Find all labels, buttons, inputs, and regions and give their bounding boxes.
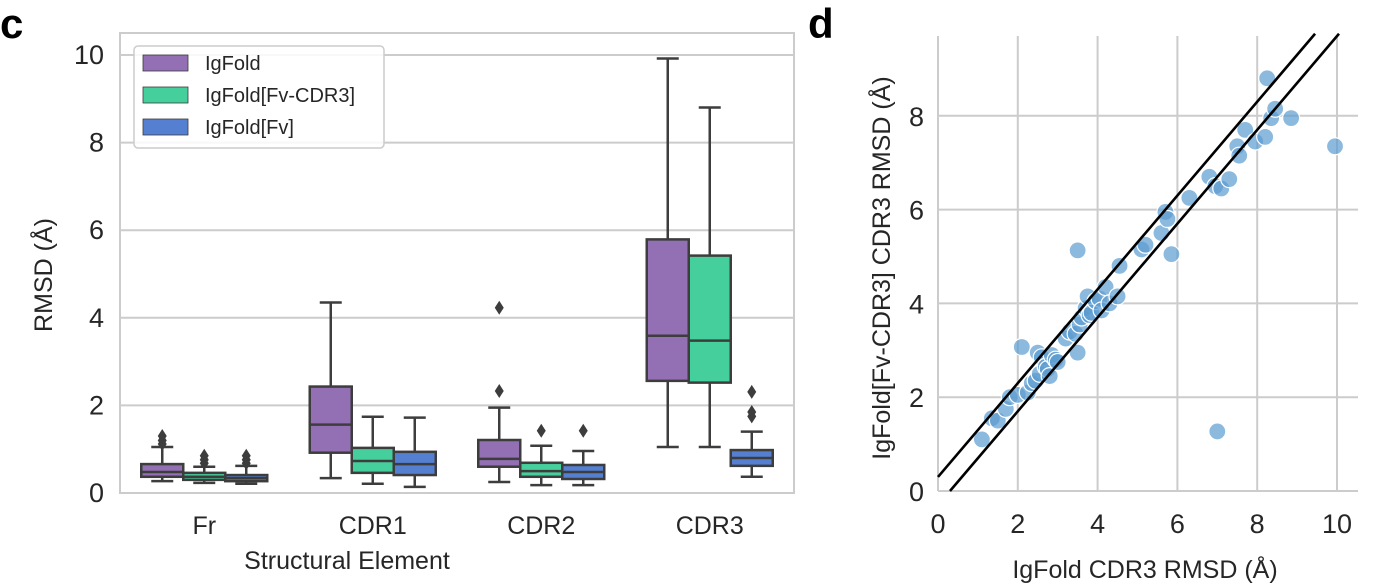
c-x-axis-label: Structural Element xyxy=(244,547,450,575)
outlier-point xyxy=(536,423,546,438)
c-y-tick-label: 6 xyxy=(89,215,104,245)
c-x-tick-label: CDR3 xyxy=(676,512,744,540)
c-y-tick-label: 0 xyxy=(89,478,104,508)
d-gridlines xyxy=(937,36,1358,492)
d-x-tick-label: 8 xyxy=(1250,509,1265,539)
panel-label-c: c xyxy=(0,0,23,47)
d-points xyxy=(972,69,1345,449)
scatter-point xyxy=(1068,241,1087,260)
outlier-point xyxy=(494,300,504,315)
d-y-tick-label: 4 xyxy=(909,289,924,319)
d-y-axis-label: IgFold[Fv-CDR3] CDR3 RMSD (Å) xyxy=(866,76,896,459)
c-y-tick-label: 2 xyxy=(89,390,104,420)
scatter-point xyxy=(1220,170,1239,189)
d-reference-lines xyxy=(937,32,1340,492)
outlier-point xyxy=(241,448,251,463)
legend-label-igfold-fv-cdr3: IgFold[Fv-CDR3] xyxy=(205,85,355,107)
d-y-tick-label: 0 xyxy=(909,477,924,507)
d-y-tick-label: 8 xyxy=(909,102,924,132)
reference-line xyxy=(937,32,1317,478)
d-x-tick-label: 2 xyxy=(1010,509,1025,539)
scatter-point xyxy=(1012,337,1031,357)
c-x-tick-label: CDR2 xyxy=(507,512,575,540)
box-fr-1 xyxy=(182,448,227,485)
box-cdr3-2 xyxy=(729,384,774,479)
panel-label-d: d xyxy=(808,0,834,47)
box-cdr2-2 xyxy=(561,423,606,487)
outlier-point xyxy=(747,404,757,419)
legend-label-igfold: IgFold xyxy=(205,53,261,75)
scatter-point xyxy=(1325,137,1345,156)
c-legend: IgFold IgFold[Fv-CDR3] IgFold[Fv] xyxy=(133,45,385,149)
box-cdr3-0 xyxy=(645,57,690,449)
scatter-point xyxy=(1282,109,1301,128)
legend-swatch-igfold-fv xyxy=(142,118,189,136)
box-iqr xyxy=(687,254,732,384)
box-fr-2 xyxy=(224,448,269,486)
d-x-ticks: 0 2 4 6 8 10 xyxy=(930,509,1352,539)
outlier-point xyxy=(199,448,209,463)
scatter-point xyxy=(972,430,991,449)
scatter-point xyxy=(1162,245,1181,264)
c-y-axis-label: RMSD (Å) xyxy=(28,218,58,332)
reference-line xyxy=(948,32,1340,492)
legend-frame xyxy=(133,45,385,149)
box-cdr2-0 xyxy=(477,300,522,484)
scatter-point xyxy=(1256,127,1275,147)
d-x-axis-label: IgFold CDR3 RMSD (Å) xyxy=(1012,554,1277,584)
c-y-tick-label: 8 xyxy=(89,128,104,158)
c-boxes xyxy=(140,57,774,489)
box-cdr1-1 xyxy=(350,415,395,486)
scatter-point xyxy=(1236,120,1255,139)
c-y-tick-label: 10 xyxy=(74,40,104,70)
box-iqr xyxy=(140,462,185,479)
d-y-tick-label: 2 xyxy=(909,383,924,413)
box-cdr1-2 xyxy=(392,416,437,489)
d-x-tick-label: 0 xyxy=(930,509,945,539)
d-x-tick-label: 6 xyxy=(1170,509,1185,539)
panel-c-boxplot: c 0 2 4 6 8 10 Fr CDR1 CDR2 CDR3 Structural Elem… xyxy=(0,0,795,575)
outlier-point xyxy=(747,384,757,399)
c-x-ticks: Fr CDR1 CDR2 CDR3 xyxy=(192,512,743,540)
d-x-tick-label: 10 xyxy=(1322,509,1352,539)
box-cdr1-0 xyxy=(308,301,353,480)
outlier-point xyxy=(157,429,167,444)
legend-label-igfold-fv: IgFold[Fv] xyxy=(205,117,294,139)
scatter-point xyxy=(1208,422,1227,441)
c-y-tick-label: 4 xyxy=(89,303,104,333)
outlier-point xyxy=(578,423,588,438)
box-cdr3-1 xyxy=(687,106,732,449)
legend-swatch-igfold-fv-cdr3 xyxy=(142,86,189,104)
box-iqr xyxy=(645,238,690,383)
d-x-tick-label: 4 xyxy=(1090,509,1105,539)
c-plot-frame xyxy=(119,32,795,494)
box-cdr2-1 xyxy=(519,423,564,487)
c-x-tick-label: Fr xyxy=(192,512,216,540)
box-iqr xyxy=(477,438,522,468)
outlier-point xyxy=(494,383,504,398)
d-y-ticks: 0 2 4 6 8 xyxy=(909,102,924,507)
scatter-point xyxy=(1230,146,1249,165)
box-iqr xyxy=(519,461,564,479)
c-x-tick-label: CDR1 xyxy=(339,512,407,540)
panel-d-scatter: d 0 2 4 6 8 0 2 4 6 8 10 IgFold CDR3 RMSD (Å) IgF… xyxy=(808,0,1358,584)
box-iqr xyxy=(308,385,353,454)
legend-swatch-igfold xyxy=(142,54,189,72)
box-fr-0 xyxy=(140,429,185,483)
d-y-tick-label: 6 xyxy=(909,196,924,226)
c-y-ticks: 0 2 4 6 8 10 xyxy=(74,40,104,508)
